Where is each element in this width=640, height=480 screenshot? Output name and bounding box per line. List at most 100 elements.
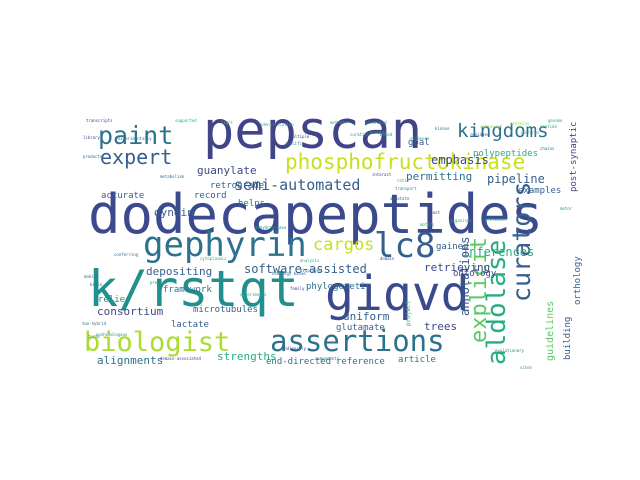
word-reference: reference: [336, 357, 385, 367]
word-pipeline: pipeline: [487, 172, 545, 186]
word-phylogenetic: phylogenetic: [306, 282, 371, 292]
word-organisms: organisms: [450, 218, 472, 223]
word-giqvd: giqvd: [325, 266, 470, 322]
word-retrograde: retrograde: [210, 181, 264, 191]
word-cytoplasmic: cytoplasmic: [200, 256, 227, 261]
word-components: components: [315, 356, 340, 361]
word-trees: trees: [424, 320, 457, 333]
word-transcripts: transcripts: [86, 118, 113, 123]
word-building: building: [563, 317, 573, 360]
word-binding: binding: [370, 130, 387, 135]
word-phosphofructokinase: phosphofructokinase: [285, 150, 525, 174]
word-goal: goal: [408, 138, 430, 148]
word-nonhomologous: nonhomologous: [96, 332, 128, 337]
word-experiments: experiments: [240, 292, 267, 297]
word-identification: identification: [260, 122, 294, 127]
word-biologist: biologist: [84, 327, 230, 358]
word-article: article: [398, 355, 436, 365]
word-experimentally: experimentally: [118, 136, 152, 141]
word-aldolase: aldolase: [482, 240, 512, 365]
word-consortium: consortium: [97, 305, 164, 318]
word-specific: specific: [285, 141, 305, 146]
word-orthology: orthology: [573, 256, 583, 305]
word-peptide: peptide: [540, 124, 557, 129]
word-transport: transport: [395, 186, 417, 191]
word-kingdoms: kingdoms: [457, 120, 549, 142]
word-lactate: lactate: [171, 320, 209, 330]
word-curators: curators: [507, 182, 536, 302]
word-light: light: [221, 120, 234, 125]
word-retrieving: retrieving: [424, 261, 490, 274]
word-domain-associated: domain-associated: [160, 356, 202, 361]
word-strengths: strengths: [217, 350, 277, 363]
word-genome: genome: [548, 118, 563, 123]
word-conferring: conferring: [114, 252, 139, 257]
word-project: project: [405, 300, 412, 326]
word-metabolism: metabolism: [160, 174, 185, 179]
word-glutamate: glutamate: [336, 323, 385, 333]
word-brain: brain: [90, 282, 103, 287]
word-gephyrin: gephyrin: [143, 225, 307, 265]
word-pepscan: pepscan: [203, 101, 422, 161]
word-kinase: kinase: [435, 126, 450, 131]
word-annotate: annotate: [390, 196, 410, 201]
word-ontology: ontology: [453, 269, 497, 279]
word-evidence: evidence: [410, 136, 430, 141]
word-yeast: yeast: [428, 210, 441, 215]
word-alignments: alignments: [97, 354, 163, 367]
word-indirectly: indirectly: [282, 346, 307, 351]
word-framework: framework: [163, 285, 212, 295]
word-dynein: dynein: [154, 206, 194, 219]
word-assertions: assertions: [270, 324, 445, 358]
word-permitting: permitting: [406, 170, 472, 183]
word-curation: curation: [350, 132, 370, 137]
word-methods: methods: [330, 120, 347, 125]
word-paint: paint: [98, 121, 173, 150]
word-end-directed: end-directed: [266, 357, 331, 367]
word-products: products: [83, 154, 103, 159]
word-explicit: explicit: [467, 237, 492, 343]
word-family: family: [290, 286, 305, 291]
word-annotations: annotations: [458, 237, 472, 316]
word-chains: chains: [540, 146, 555, 151]
word-isoforms: isoforms: [520, 130, 540, 135]
word-semi-automated: semi-automated: [234, 176, 360, 194]
word-motifs: motifs: [420, 222, 435, 227]
word-inferences: inferences: [462, 245, 534, 259]
word-two-hybrid: two-hybrid: [82, 321, 107, 326]
word-emphasis: emphasis: [431, 153, 489, 167]
word-cargos: cargos: [313, 235, 374, 255]
word-supported: supported: [175, 118, 197, 123]
word-proteins: proteins: [510, 121, 530, 126]
word-multiple: multiple: [290, 134, 310, 139]
word-gained: gained: [436, 242, 469, 252]
word-precise: precise: [150, 280, 167, 285]
word-microtubules: microtubules: [193, 305, 258, 315]
word-mobile: mobile: [84, 274, 99, 279]
word-ratio: ratio: [397, 178, 410, 183]
word-relies: relies: [98, 295, 131, 305]
word-residues: residues: [470, 132, 490, 137]
word-accurate: accurate: [101, 191, 144, 201]
word-guanylate: guanylate: [197, 164, 257, 177]
word-terms: terms: [88, 334, 101, 339]
word-domain: domain: [380, 256, 395, 261]
word-homology-based: homology-based: [272, 271, 306, 276]
word-sites: sites: [520, 365, 533, 370]
word-conserved: conserved: [480, 124, 502, 129]
word-dodecapeptides: dodecapeptides: [88, 183, 543, 246]
word-software-assisted: software-assisted: [244, 262, 367, 276]
word-motor: motor: [560, 206, 573, 211]
word-based: based: [380, 132, 393, 137]
word-polypeptides: polypeptides: [473, 149, 538, 159]
word-evolutionary: evolutionary: [495, 348, 524, 353]
word-library: library: [83, 135, 100, 140]
word-guidelines: guidelines: [545, 301, 556, 361]
word-displayed: displayed: [300, 268, 322, 273]
word-generated: generated: [365, 120, 387, 125]
word-dehydrogenase: dehydrogenase: [255, 225, 287, 230]
word-depositing: depositing: [146, 265, 212, 278]
word-lc8: lc8: [374, 226, 435, 266]
word-uniform: uniform: [343, 310, 390, 323]
